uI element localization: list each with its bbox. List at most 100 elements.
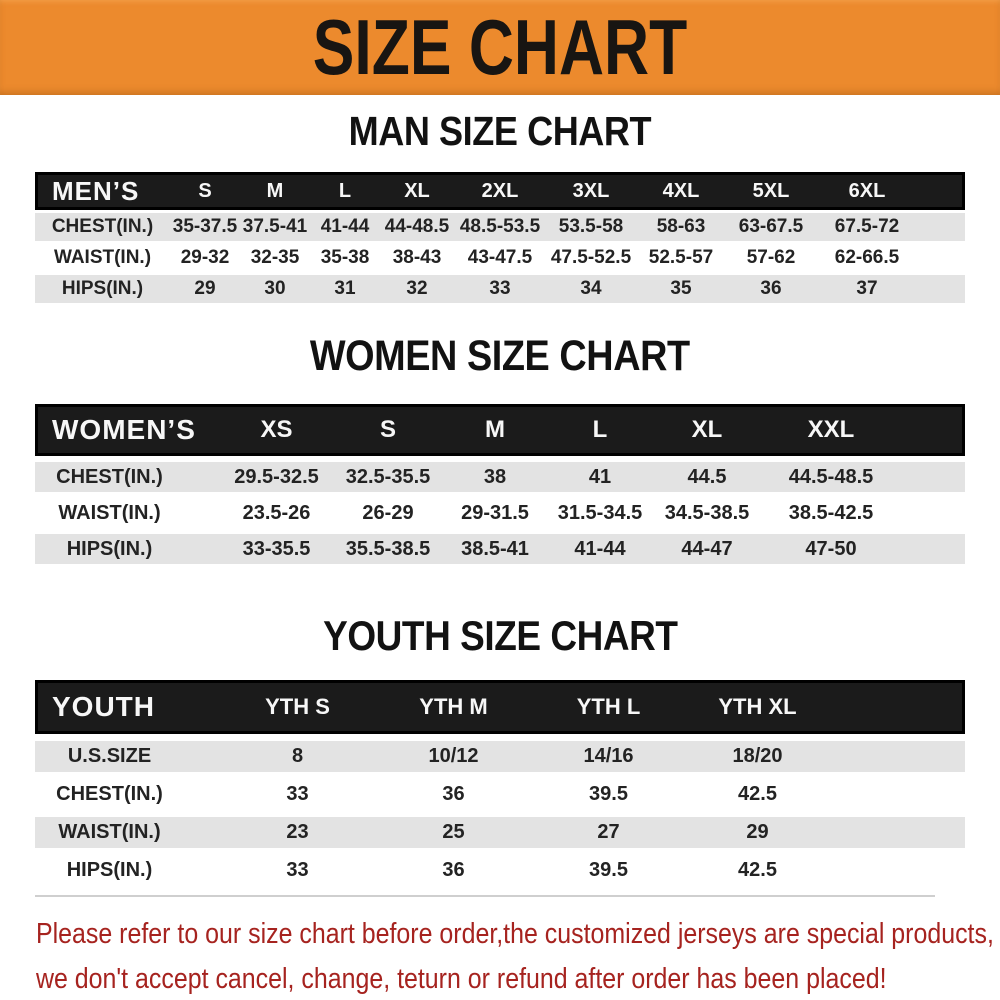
youth-header-row: YOUTH YTH S YTH M YTH L YTH XL <box>35 680 965 734</box>
size-column-header: XL <box>653 404 761 456</box>
youth-ussize-row: U.S.SIZE 8 10/12 14/16 18/20 <box>35 741 965 772</box>
men-chest-row: CHEST(IN.) 35-37.5 37.5-41 41-44 44-48.5… <box>35 213 965 241</box>
size-column-header: YTH M <box>375 680 532 734</box>
size-column-header: M <box>240 172 310 210</box>
size-column-header: 4XL <box>636 172 726 210</box>
size-value-cell: 31.5-34.5 <box>547 498 653 528</box>
size-value-cell: 36 <box>375 855 532 886</box>
size-value-cell: 38.5-41 <box>443 534 547 564</box>
size-value-cell: 38 <box>443 462 547 492</box>
size-value-cell: 35-37.5 <box>170 213 240 241</box>
row-label-cell: WAIST(IN.) <box>35 244 170 272</box>
women-header-row: WOMEN’S XS S M L XL XXL <box>35 404 965 456</box>
filler-cell <box>901 404 965 456</box>
men-section-title: MAN SIZE CHART <box>348 108 652 154</box>
size-value-cell: 35 <box>636 275 726 303</box>
size-column-header: S <box>170 172 240 210</box>
size-value-cell: 27 <box>532 817 685 848</box>
size-value-cell: 37 <box>816 275 918 303</box>
women-chest-row: CHEST(IN.) 29.5-32.5 32.5-35.5 38 41 44.… <box>35 462 965 492</box>
size-column-header: YTH L <box>532 680 685 734</box>
filler-cell <box>918 172 965 210</box>
size-value-cell: 10/12 <box>375 741 532 772</box>
filler-cell <box>918 244 965 272</box>
filler-cell <box>901 462 965 492</box>
size-value-cell: 35-38 <box>310 244 380 272</box>
size-value-cell: 35.5-38.5 <box>333 534 443 564</box>
row-label-cell: HIPS(IN.) <box>35 275 170 303</box>
size-value-cell: 53.5-58 <box>546 213 636 241</box>
size-value-cell: 36 <box>726 275 816 303</box>
row-label-cell: CHEST(IN.) <box>35 779 220 810</box>
size-value-cell: 34 <box>546 275 636 303</box>
size-value-cell: 23.5-26 <box>220 498 333 528</box>
filler-cell <box>830 680 965 734</box>
size-value-cell: 29 <box>685 817 830 848</box>
size-value-cell: 41-44 <box>310 213 380 241</box>
size-value-cell: 29 <box>170 275 240 303</box>
filler-cell <box>918 275 965 303</box>
youth-waist-row: WAIST(IN.) 23 25 27 29 <box>35 817 965 848</box>
size-value-cell: 25 <box>375 817 532 848</box>
size-value-cell: 47-50 <box>761 534 901 564</box>
size-value-cell: 52.5-57 <box>636 244 726 272</box>
size-value-cell: 42.5 <box>685 855 830 886</box>
row-label-cell: WAIST(IN.) <box>35 498 220 528</box>
size-column-header: XXL <box>761 404 901 456</box>
row-label-cell: CHEST(IN.) <box>35 462 220 492</box>
men-waist-row: WAIST(IN.) 29-32 32-35 35-38 38-43 43-47… <box>35 244 965 272</box>
women-waist-row: WAIST(IN.) 23.5-26 26-29 29-31.5 31.5-34… <box>35 498 965 528</box>
size-value-cell: 33-35.5 <box>220 534 333 564</box>
size-value-cell: 32-35 <box>240 244 310 272</box>
size-value-cell: 37.5-41 <box>240 213 310 241</box>
men-size-table: MEN’S S M L XL 2XL 3XL 4XL 5XL 6XL CHEST… <box>35 169 965 306</box>
size-value-cell: 8 <box>220 741 375 772</box>
size-value-cell: 58-63 <box>636 213 726 241</box>
banner: SIZE CHART <box>0 0 1000 95</box>
size-value-cell: 67.5-72 <box>816 213 918 241</box>
size-value-cell: 14/16 <box>532 741 685 772</box>
youth-hips-row: HIPS(IN.) 33 36 39.5 42.5 <box>35 855 965 886</box>
size-value-cell: 41-44 <box>547 534 653 564</box>
women-size-table: WOMEN’S XS S M L XL XXL CHEST(IN.) 29.5-… <box>35 398 965 570</box>
men-table-label: MEN’S <box>35 172 170 210</box>
youth-size-table: YOUTH YTH S YTH M YTH L YTH XL U.S.SIZE … <box>35 673 965 893</box>
size-value-cell: 29.5-32.5 <box>220 462 333 492</box>
size-column-header: L <box>547 404 653 456</box>
row-label-cell: CHEST(IN.) <box>35 213 170 241</box>
disclaimer-line-1: Please refer to our size chart before or… <box>36 918 994 950</box>
size-value-cell: 23 <box>220 817 375 848</box>
size-value-cell: 44-47 <box>653 534 761 564</box>
size-column-header: 3XL <box>546 172 636 210</box>
size-value-cell: 41 <box>547 462 653 492</box>
size-value-cell: 33 <box>220 855 375 886</box>
youth-table-label: YOUTH <box>35 680 220 734</box>
size-value-cell: 29-32 <box>170 244 240 272</box>
banner-title: SIZE CHART <box>312 3 688 91</box>
size-value-cell: 38.5-42.5 <box>761 498 901 528</box>
men-hips-row: HIPS(IN.) 29 30 31 32 33 34 35 36 37 <box>35 275 965 303</box>
size-value-cell: 36 <box>375 779 532 810</box>
size-value-cell: 44.5-48.5 <box>761 462 901 492</box>
women-table-label: WOMEN’S <box>35 404 220 456</box>
size-value-cell: 39.5 <box>532 855 685 886</box>
filler-cell <box>830 779 965 810</box>
filler-cell <box>830 855 965 886</box>
disclaimer: Please refer to our size chart before or… <box>36 912 1000 1000</box>
size-value-cell: 38-43 <box>380 244 454 272</box>
size-value-cell: 44.5 <box>653 462 761 492</box>
size-value-cell: 32 <box>380 275 454 303</box>
size-value-cell: 48.5-53.5 <box>454 213 546 241</box>
filler-cell <box>830 741 965 772</box>
size-column-header: YTH XL <box>685 680 830 734</box>
size-value-cell: 43-47.5 <box>454 244 546 272</box>
size-column-header: 6XL <box>816 172 918 210</box>
size-value-cell: 42.5 <box>685 779 830 810</box>
filler-cell <box>918 213 965 241</box>
size-value-cell: 34.5-38.5 <box>653 498 761 528</box>
size-value-cell: 29-31.5 <box>443 498 547 528</box>
size-value-cell: 33 <box>454 275 546 303</box>
filler-cell <box>830 817 965 848</box>
size-value-cell: 39.5 <box>532 779 685 810</box>
